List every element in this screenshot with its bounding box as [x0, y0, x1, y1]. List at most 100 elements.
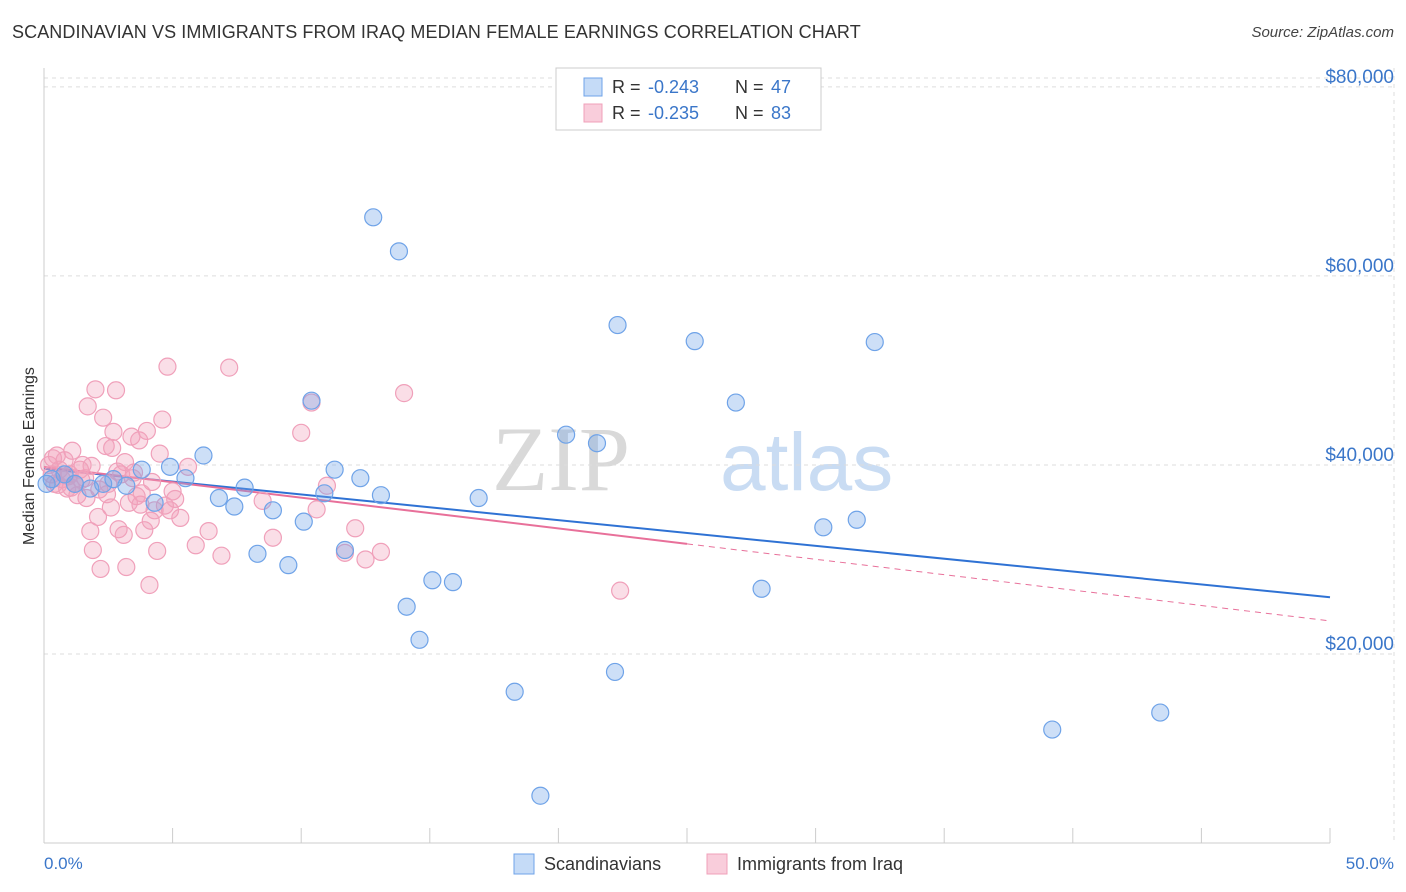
- scandinavian-point-20: [315, 484, 334, 503]
- trend-lines: [43, 465, 1331, 622]
- scandinavian-point-9: [160, 457, 180, 476]
- iraq-point-27: [109, 520, 128, 539]
- scandinavian-point-8: [145, 493, 164, 512]
- iraq-point-29: [114, 525, 133, 544]
- stats-n-label-1: N =: [735, 77, 764, 97]
- iraq-point-58: [292, 423, 311, 442]
- scandinavian-point-22: [335, 540, 355, 560]
- iraq-point-55: [220, 358, 239, 377]
- scandinavian-point-4: [94, 474, 113, 493]
- iraq-point-63: [346, 519, 365, 538]
- scandinavian-point-16: [263, 501, 283, 520]
- iraq-point-38: [137, 421, 156, 441]
- y-tick-label-3: $80,000: [1325, 67, 1394, 88]
- iraq-point-15: [78, 397, 97, 416]
- scandinavian-point-46: [37, 474, 56, 493]
- iraq-point-65: [371, 542, 391, 562]
- iraq-point-9: [63, 441, 82, 460]
- scandinavian-point-31: [469, 488, 488, 508]
- iraq-point-72: [115, 453, 135, 472]
- scandinavian-point-33: [531, 786, 550, 805]
- iraq-point-54: [212, 546, 231, 565]
- scandinavian-point-17: [279, 556, 298, 575]
- scandinavian-point-15: [248, 544, 267, 563]
- iraq-point-57: [263, 528, 283, 547]
- trend-line-1: [43, 465, 688, 545]
- stats-r-label-2: R =: [612, 103, 641, 123]
- scandinavian-point-27: [397, 597, 416, 616]
- y-tick-label-2: $60,000: [1325, 256, 1394, 277]
- iraq-point-46: [158, 357, 177, 376]
- scandinavian-point-32: [505, 682, 524, 701]
- iraq-point-37: [135, 521, 154, 540]
- iraq-point-50: [171, 508, 190, 527]
- iraq-point-40: [142, 472, 162, 492]
- iraq-point-19: [88, 507, 108, 527]
- iraq-point-79: [77, 488, 96, 508]
- iraq-point-66: [394, 384, 414, 403]
- scandinavian-point-23: [351, 469, 370, 488]
- scandinavian-point-19: [302, 391, 321, 410]
- iraq-point-76: [103, 438, 122, 458]
- scandinavian-point-14: [235, 478, 254, 497]
- x-tick-label-min: 0.0%: [44, 854, 83, 873]
- watermark: ZIP atlas: [492, 408, 893, 510]
- scandinavian-point-45: [1151, 703, 1170, 722]
- scandinavian-point-36: [605, 662, 625, 682]
- scandinavian-point-6: [117, 476, 136, 495]
- trend-line-0: [43, 467, 1331, 599]
- scandinavian-point-37: [608, 315, 627, 335]
- scandinavian-point-42: [847, 510, 866, 529]
- iraq-point-42: [148, 541, 167, 561]
- scandinavian-point-35: [587, 434, 607, 453]
- iraq-point-18: [86, 380, 105, 399]
- scandinavian-point-25: [371, 486, 391, 505]
- gridlines: [44, 68, 1395, 843]
- scandinavian-point-26: [389, 242, 409, 261]
- scandinavian-point-2: [65, 474, 84, 493]
- stats-r-value-1: -0.243: [648, 77, 699, 97]
- stats-n-value-2: 83: [771, 103, 791, 123]
- iraq-point-22: [96, 436, 115, 456]
- iraq-point-21: [94, 408, 113, 427]
- iraq-point-43: [150, 444, 169, 463]
- scandinavian-point-12: [209, 488, 228, 508]
- iraq-point-49: [166, 489, 185, 509]
- iraq-point-82: [141, 511, 160, 530]
- scandinavian-points: [37, 208, 1170, 805]
- iraq-point-17: [83, 540, 102, 560]
- iraq-point-44: [153, 410, 172, 429]
- iraq-point-16: [81, 522, 100, 541]
- stats-r-value-2: -0.235: [648, 103, 699, 123]
- iraq-point-52: [186, 536, 205, 555]
- stats-n-value-1: 47: [771, 77, 791, 97]
- bottom-legend: Scandinavians Immigrants from Iraq: [513, 853, 903, 875]
- y-tick-labels: $20,000 $40,000 $60,000 $80,000: [1325, 67, 1394, 655]
- scandinavian-point-21: [325, 460, 344, 479]
- legend-label-scandinavians: Scandinavians: [544, 854, 661, 874]
- iraq-point-25: [104, 422, 123, 441]
- y-axis-label: Median Female Earnings: [21, 367, 38, 545]
- x-ticks: [43, 828, 1331, 843]
- iraq-point-39: [140, 575, 159, 595]
- iraq-point-53: [199, 522, 218, 541]
- iraq-point-51: [178, 457, 198, 476]
- stats-swatch-pink: [583, 103, 603, 123]
- scandinavian-point-13: [225, 497, 244, 516]
- trend-line-dashed-1: [686, 543, 1331, 622]
- iraq-point-78: [43, 449, 63, 468]
- stats-swatch-blue: [583, 77, 603, 97]
- iraq-points: [40, 357, 630, 600]
- iraq-point-60: [307, 500, 326, 519]
- scandinavian-point-28: [410, 630, 429, 649]
- source-label: Source: ZipAtlas.com: [1251, 24, 1394, 41]
- iraq-point-35: [130, 431, 149, 450]
- legend-label-iraq: Immigrants from Iraq: [737, 854, 903, 874]
- scandinavian-point-11: [194, 446, 213, 465]
- scandinavian-point-10: [176, 469, 195, 488]
- scandinavian-point-40: [752, 579, 771, 598]
- watermark-atlas: atlas: [720, 417, 893, 508]
- scandinavian-point-43: [865, 332, 884, 352]
- scandinavian-point-39: [726, 393, 745, 412]
- scandinavian-point-34: [557, 425, 576, 444]
